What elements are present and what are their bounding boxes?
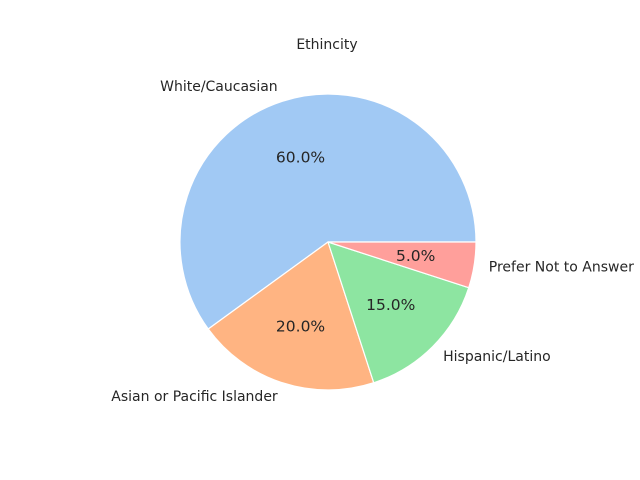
pie-slice-3 [327, 241, 470, 384]
pie-labels: White/Caucasian 60.0% Asian or Pacific Isl… [111, 79, 634, 405]
slice-label-2: Asian or Pacific Islander [111, 389, 278, 405]
slice-label-3: Hispanic/Latino [443, 349, 551, 365]
pie-slice-4 [327, 241, 477, 289]
chart-title: Ethincity [296, 37, 357, 53]
slice-percent-2: 20.0% [276, 317, 325, 335]
slice-label-1: White/Caucasian [160, 79, 278, 95]
pie-slices [179, 93, 477, 391]
pie-slice-1 [179, 93, 477, 330]
slice-percent-4: 5.0% [396, 247, 435, 265]
slice-percent-3: 15.0% [366, 296, 415, 314]
pie-slice-2 [207, 241, 375, 391]
slice-percent-1: 60.0% [276, 149, 325, 167]
slice-label-4: Prefer Not to Answer [489, 259, 634, 275]
